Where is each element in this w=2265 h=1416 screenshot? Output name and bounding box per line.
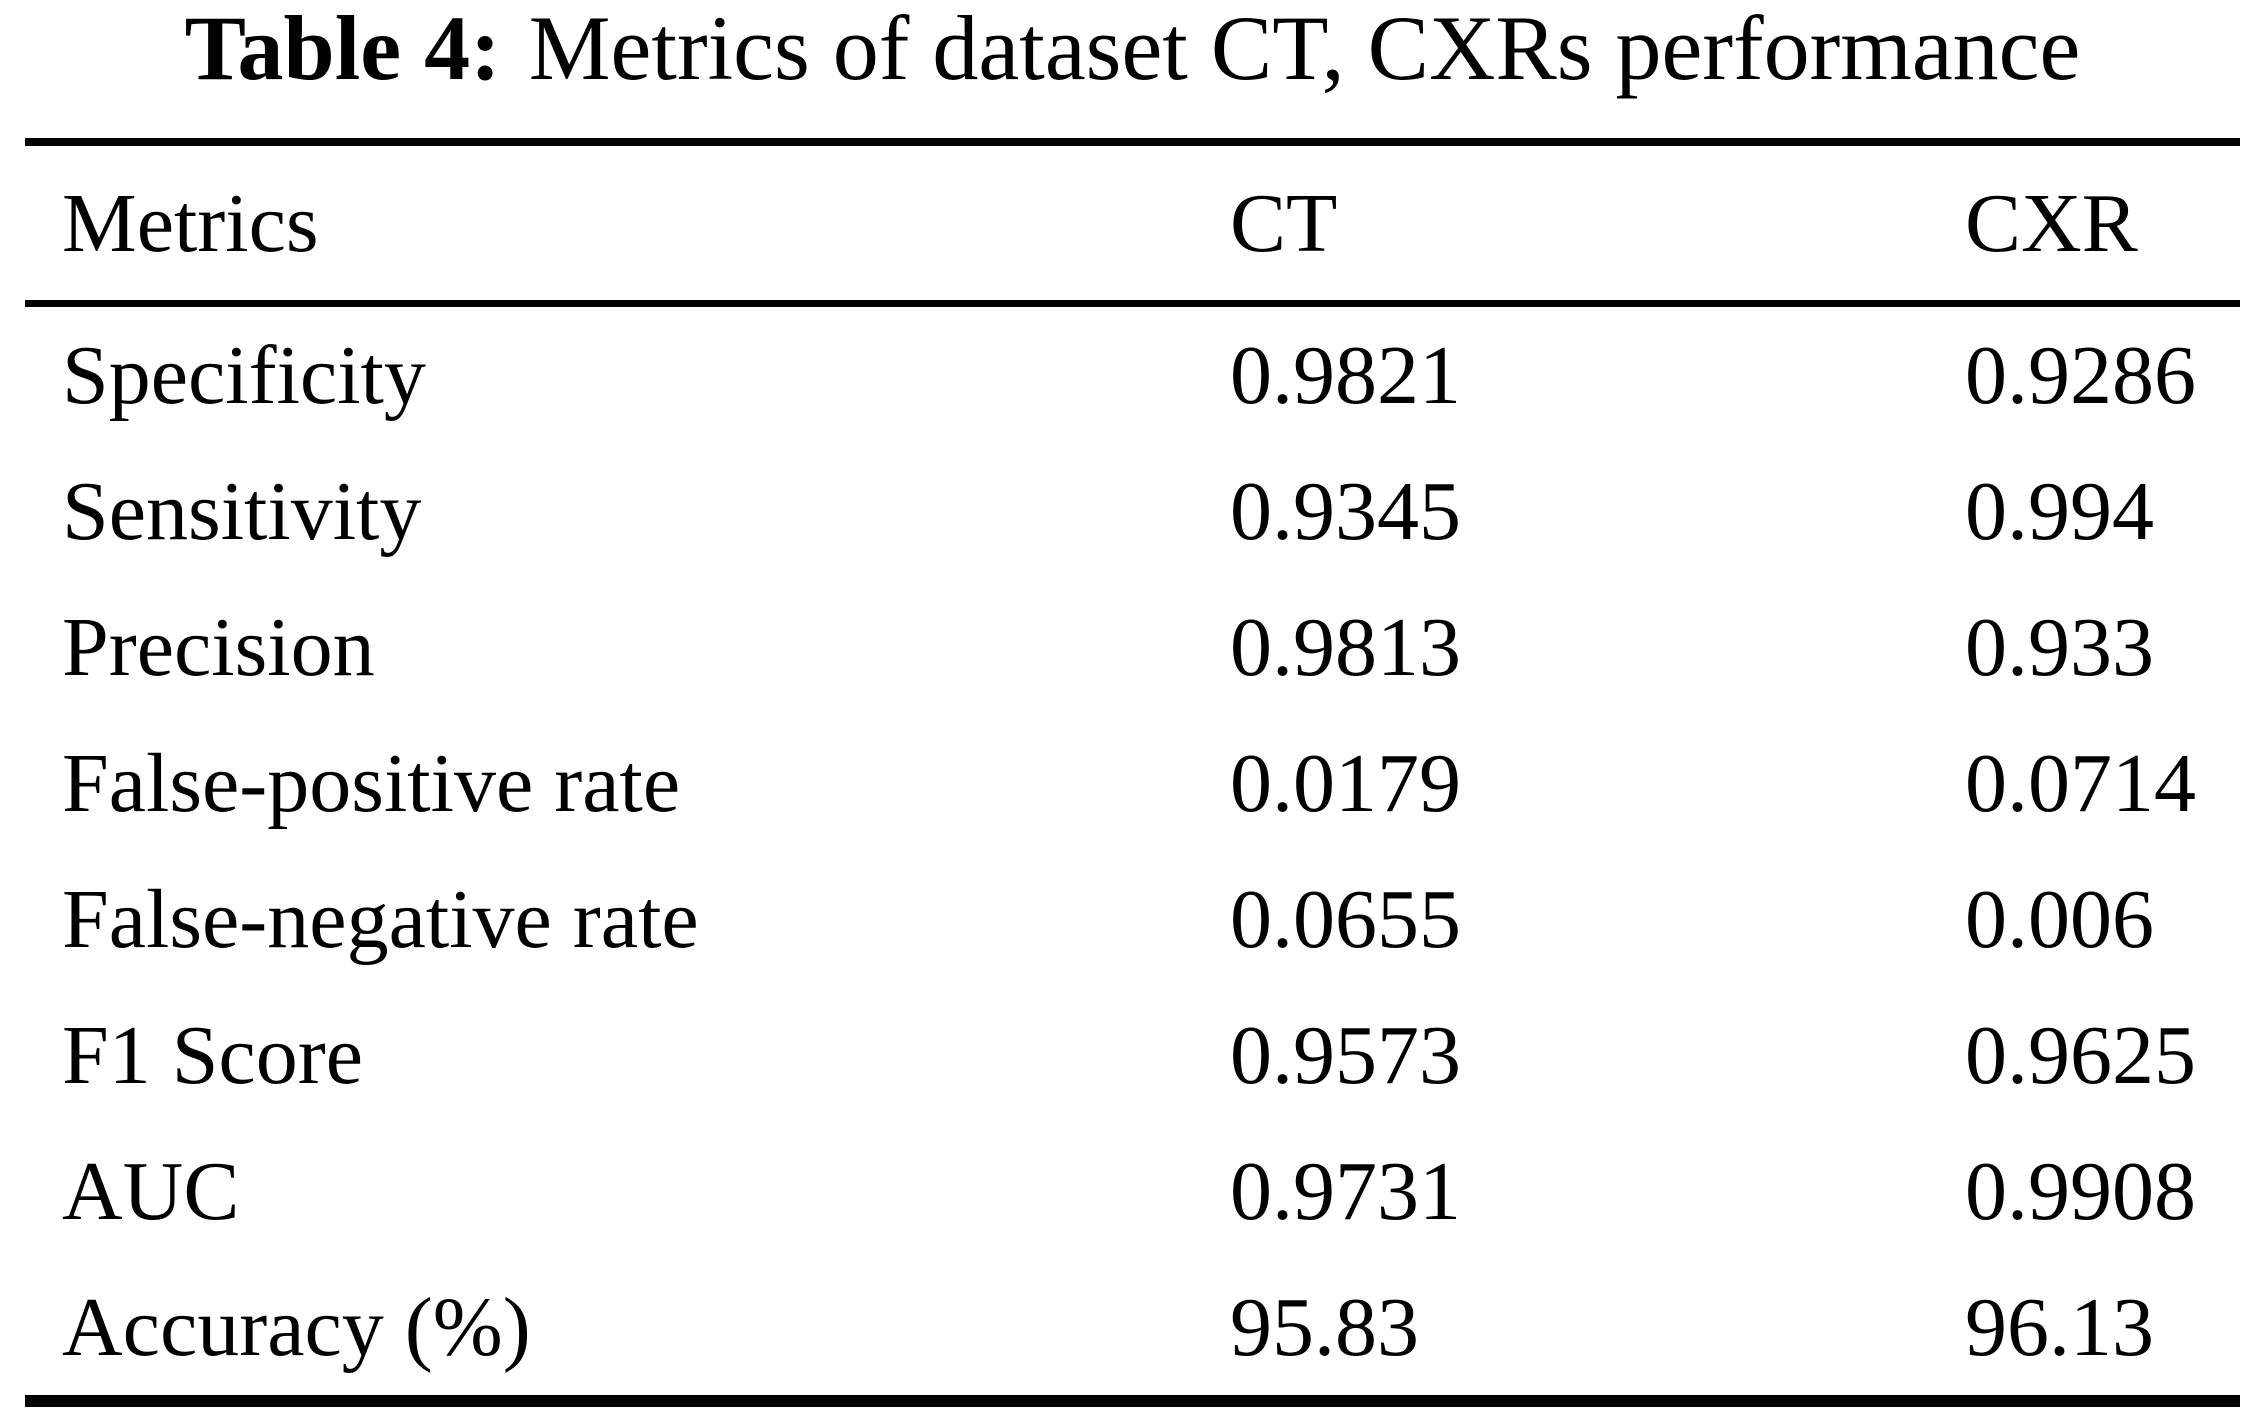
ct-value-cell: 0.9813 — [1230, 600, 1461, 694]
table-row-false-negative-rate: False-negative rate 0.0655 0.006 — [25, 851, 2240, 987]
metric-name-cell: AUC — [62, 1144, 240, 1238]
table-caption-text: Metrics of dataset CT, CXRs performance — [528, 0, 2081, 99]
table-body: Specificity 0.9821 0.9286 Sensitivity 0.… — [25, 304, 2240, 1402]
metric-name-cell: Accuracy (%) — [62, 1280, 531, 1374]
table-caption-label: Table 4: — [184, 0, 501, 99]
cxr-value-cell: 96.13 — [1965, 1280, 2154, 1374]
table-header: Metrics CT CXR — [25, 142, 2240, 307]
cxr-value-cell: 0.9286 — [1965, 328, 2196, 422]
column-header-cxr: CXR — [1965, 142, 2240, 307]
metric-name-cell: F1 Score — [62, 1008, 363, 1102]
table-row-specificity: Specificity 0.9821 0.9286 — [25, 304, 2240, 444]
metric-name-cell: False-positive rate — [62, 736, 681, 830]
cxr-value-cell: 0.006 — [1965, 872, 2154, 966]
ct-value-cell: 0.9821 — [1230, 328, 1461, 422]
header-row: Metrics CT CXR — [25, 142, 2240, 307]
table-caption: Table 4: Metrics of dataset CT, CXRs perf… — [0, 2, 2265, 94]
ct-value-cell: 0.9345 — [1230, 464, 1461, 558]
column-header-ct: CT — [1230, 142, 1965, 307]
cxr-value-cell: 0.0714 — [1965, 736, 2196, 830]
metric-name-cell: Specificity — [62, 328, 426, 422]
table-row-sensitivity: Sensitivity 0.9345 0.994 — [25, 443, 2240, 579]
ct-value-cell: 0.9573 — [1230, 1008, 1461, 1102]
ct-value-cell: 0.0179 — [1230, 736, 1461, 830]
metric-name-cell: False-negative rate — [62, 872, 699, 966]
cxr-value-cell: 0.9625 — [1965, 1008, 2196, 1102]
metrics-table: Metrics CT CXR Specificity 0.9821 0.9286… — [25, 138, 2240, 1407]
table-row-false-positive-rate: False-positive rate 0.0179 0.0714 — [25, 715, 2240, 851]
metric-name-cell: Sensitivity — [62, 464, 422, 558]
ct-value-cell: 95.83 — [1230, 1280, 1419, 1374]
table-row-auc: AUC 0.9731 0.9908 — [25, 1123, 2240, 1259]
cxr-value-cell: 0.994 — [1965, 464, 2154, 558]
table-row-accuracy: Accuracy (%) 95.83 96.13 — [25, 1259, 2240, 1401]
cxr-value-cell: 0.933 — [1965, 600, 2154, 694]
column-header-metrics: Metrics — [25, 142, 1230, 307]
table-row-precision: Precision 0.9813 0.933 — [25, 579, 2240, 715]
ct-value-cell: 0.9731 — [1230, 1144, 1461, 1238]
table-row-f1-score: F1 Score 0.9573 0.9625 — [25, 987, 2240, 1123]
metrics-table-wrapper: Metrics CT CXR Specificity 0.9821 0.9286… — [25, 138, 2240, 1407]
cxr-value-cell: 0.9908 — [1965, 1144, 2196, 1238]
ct-value-cell: 0.0655 — [1230, 872, 1461, 966]
metric-name-cell: Precision — [62, 600, 375, 694]
